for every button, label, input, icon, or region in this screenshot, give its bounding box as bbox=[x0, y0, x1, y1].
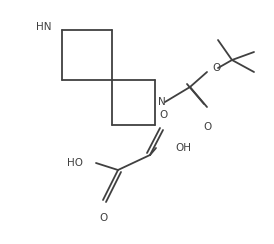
Text: O: O bbox=[99, 213, 107, 223]
Text: HO: HO bbox=[67, 158, 83, 168]
Text: OH: OH bbox=[175, 143, 191, 153]
Text: HN: HN bbox=[36, 22, 52, 32]
Text: N: N bbox=[158, 97, 166, 107]
Text: O: O bbox=[203, 122, 211, 132]
Text: O: O bbox=[212, 63, 220, 73]
Text: O: O bbox=[159, 110, 167, 120]
